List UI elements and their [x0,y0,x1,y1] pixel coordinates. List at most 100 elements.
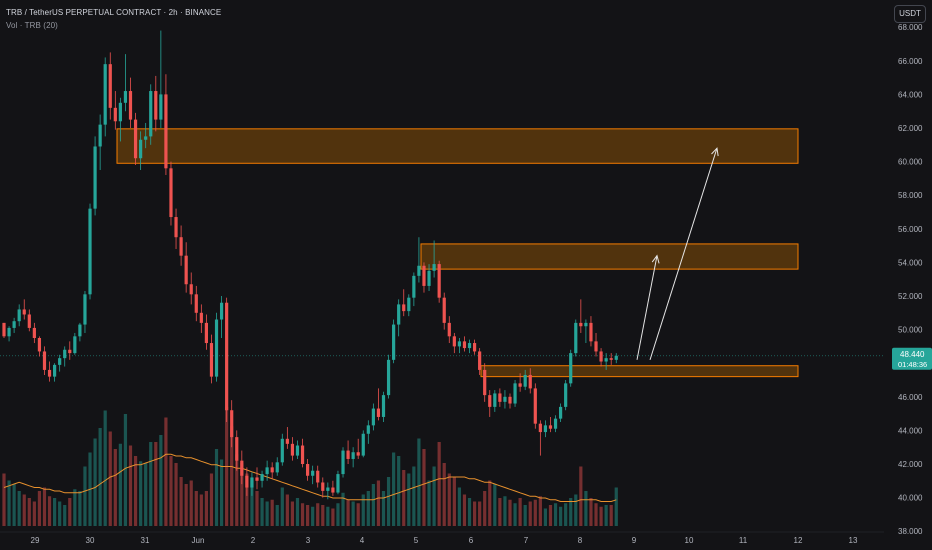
candle-body [452,336,456,347]
price-tick-label: 38.000 [898,527,923,536]
volume-bar [437,442,441,526]
current-price-badge-bg [892,347,932,370]
candle-body [493,393,497,407]
volume-bar [189,480,193,526]
candle-body [103,64,107,125]
volume-bar [164,417,168,526]
volume-bar [351,501,355,526]
price-tick-label: 46.000 [898,393,923,402]
candle-body [311,470,315,476]
price-tick-label: 56.000 [898,225,923,234]
volume-bar [270,499,274,526]
candle-body [37,338,42,352]
candle-body [528,374,532,389]
volume-bar [230,426,234,526]
candle-body [225,302,229,411]
time-tick-label: 2 [251,536,256,545]
projection-arrow-line [636,255,658,360]
volume-bar [397,456,401,526]
candle-body [189,284,193,295]
volume-bar [199,494,203,526]
projection-arrow-line [649,148,718,360]
volume-bar [42,487,47,526]
candle-body [351,452,355,459]
price-tick-label: 58.000 [898,191,923,200]
candle-body [503,396,507,402]
time-tick-label: 6 [469,536,474,545]
price-tick-label: 64.000 [898,90,923,99]
candle-body [518,383,522,387]
price-tick-label: 54.000 [898,258,923,267]
candle-body [366,425,370,434]
volume-bar [574,494,578,526]
volume-bar [98,428,102,526]
time-tick-label: 12 [794,536,803,545]
projection-arrow-head [651,254,660,264]
volume-bar [412,466,416,526]
volume-bar [184,484,188,526]
candle-body [498,393,502,402]
volume-bar [447,473,451,526]
volume-bar [78,491,82,526]
time-tick-label: 10 [685,536,694,545]
candle-body [412,275,416,298]
candle-body [381,395,386,417]
candle-body [275,462,279,473]
candle-body [478,351,482,370]
candle-body [574,322,578,354]
volume-bar [407,473,411,526]
volume-indicator-label[interactable]: Vol · TRB (20) [6,21,58,30]
price-tick-label: 68.000 [898,23,923,32]
volume-bar [285,494,289,526]
candle-body [32,327,36,338]
candle-body [199,312,203,323]
candle-body [457,341,461,347]
volume-bar [144,463,148,526]
volume-bar [488,480,492,526]
candle-body [270,467,274,473]
candle-body [108,64,112,108]
volume-bar [432,466,436,526]
volume-bar [508,499,512,526]
candle-body [7,327,11,337]
volume-bar [275,505,279,526]
candle-body [316,470,320,483]
volume-bar [128,445,133,526]
volume-bar [584,491,588,526]
volume-bar [32,501,36,526]
volume-bar [255,491,259,526]
volume-bar [376,480,381,526]
volume-bar [316,503,320,526]
candle-body [584,322,588,327]
volume-bar [361,494,365,526]
time-tick-label: 31 [141,536,150,545]
candle-body [12,321,16,328]
candle-body [53,364,57,377]
candle-body [174,217,178,238]
volume-bar [12,484,16,526]
currency-button[interactable]: USDT [894,5,926,23]
candles [2,30,618,500]
candle-body [265,467,269,475]
volume-bar [58,501,62,526]
candle-body [93,146,97,209]
volume-bar [579,466,583,526]
price-tick-label: 62.000 [898,124,923,133]
candle-body [78,324,82,337]
candle-body [149,91,153,137]
volume-bar [417,438,421,526]
symbol-title: TRB / TetherUS PERPETUAL CONTRACT · 2h ·… [6,8,222,17]
volume-bar [518,498,522,526]
candle-body [245,475,249,488]
candle-body [397,304,401,325]
candle-body [462,341,467,349]
volume-bar [250,480,254,526]
candle-body [472,343,477,352]
arrows [636,147,719,360]
candle-body [604,358,608,362]
volume-bar [139,461,143,526]
volume-bar [366,491,370,526]
volume-bar [17,491,21,526]
